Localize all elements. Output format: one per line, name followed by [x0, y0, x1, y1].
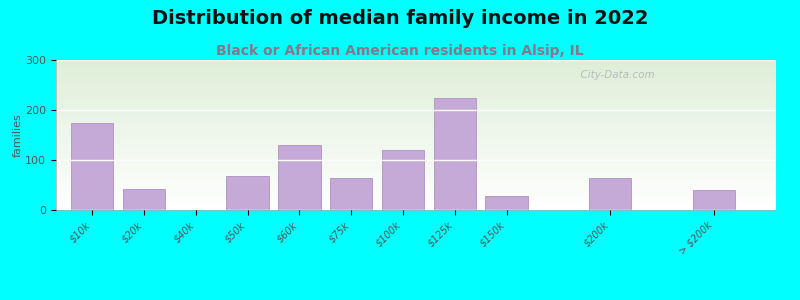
- Text: Black or African American residents in Alsip, IL: Black or African American residents in A…: [216, 44, 584, 58]
- Bar: [589, 178, 631, 210]
- Bar: [486, 196, 528, 210]
- Y-axis label: families: families: [12, 113, 22, 157]
- Bar: [123, 189, 166, 210]
- Bar: [693, 190, 735, 210]
- Bar: [434, 98, 476, 210]
- Text: Distribution of median family income in 2022: Distribution of median family income in …: [152, 9, 648, 28]
- Bar: [278, 145, 321, 210]
- Bar: [330, 178, 373, 210]
- Bar: [71, 122, 114, 210]
- Bar: [382, 150, 424, 210]
- Bar: [226, 176, 269, 210]
- Text: City-Data.com: City-Data.com: [574, 70, 655, 80]
